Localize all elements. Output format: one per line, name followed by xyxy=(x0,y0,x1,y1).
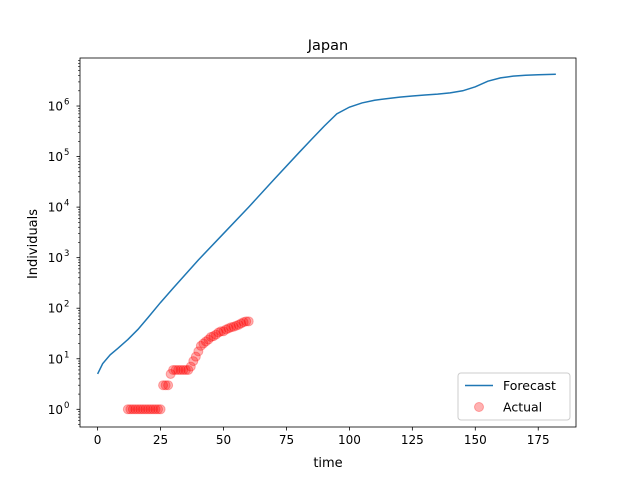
actual-data-point xyxy=(198,338,209,349)
actual-data-point xyxy=(208,331,219,342)
actual-data-point xyxy=(195,340,206,351)
actual-data-point xyxy=(168,364,179,375)
actual-data-point xyxy=(127,404,138,415)
x-tick-label: 150 xyxy=(464,433,487,447)
actual-data-point xyxy=(150,404,161,415)
y-tick-label: 10 xyxy=(48,302,63,316)
actual-data-point xyxy=(145,404,156,415)
y-tick-label: 10 xyxy=(48,352,63,366)
x-tick-label: 125 xyxy=(401,433,424,447)
actual-data-point xyxy=(218,326,229,337)
actual-data-point xyxy=(122,404,133,415)
legend-actual-swatch xyxy=(474,402,484,412)
actual-data-point xyxy=(238,317,249,328)
actual-data-point xyxy=(148,404,159,415)
actual-data-point xyxy=(193,346,204,357)
actual-data-point xyxy=(223,323,234,334)
actual-data-point xyxy=(213,327,224,338)
legend-label-forecast: Forecast xyxy=(503,378,556,393)
y-tick-label: 10 xyxy=(48,403,63,417)
actual-data-point xyxy=(130,404,141,415)
actual-data-point xyxy=(188,356,199,367)
actual-data-point xyxy=(236,318,247,329)
actual-data-point xyxy=(173,364,184,375)
legend: Forecast Actual xyxy=(457,372,571,421)
actual-data-point xyxy=(165,368,176,379)
y-tick-exponent: 3 xyxy=(64,249,69,259)
actual-data-point xyxy=(215,326,226,337)
y-tick-exponent: 4 xyxy=(64,199,69,209)
forecast-series-line xyxy=(96,73,556,375)
actual-data-point xyxy=(170,364,181,375)
chart-title: Japan xyxy=(307,38,348,54)
actual-data-point xyxy=(142,404,153,415)
y-tick-label: 10 xyxy=(48,100,63,114)
y-tick-label: 10 xyxy=(48,201,63,215)
actual-data-point xyxy=(203,334,214,345)
actual-data-point xyxy=(205,331,216,342)
legend-label-actual: Actual xyxy=(503,400,542,415)
x-tick-label: 100 xyxy=(338,433,361,447)
actual-data-point xyxy=(243,316,254,327)
actual-data-point xyxy=(233,319,244,330)
actual-data-point xyxy=(125,404,136,415)
actual-data-point xyxy=(200,336,211,347)
x-tick-label: 50 xyxy=(216,433,231,447)
y-axis-label: Individuals xyxy=(26,209,41,279)
actual-data-point xyxy=(158,380,169,391)
actual-data-point xyxy=(175,364,186,375)
actual-data-point xyxy=(160,380,171,391)
actual-data-point xyxy=(231,320,242,331)
actual-data-point xyxy=(132,404,143,415)
actual-data-point xyxy=(137,404,148,415)
actual-data-point xyxy=(185,361,196,372)
actual-data-point xyxy=(183,364,194,375)
x-tick-label: 0 xyxy=(94,433,102,447)
actual-data-point xyxy=(221,324,232,335)
actual-data-point xyxy=(226,322,237,333)
x-tick-label: 25 xyxy=(153,433,168,447)
actual-data-point xyxy=(210,329,221,340)
y-tick-exponent: 2 xyxy=(64,300,69,310)
actual-data-point xyxy=(228,321,239,332)
y-tick-label: 10 xyxy=(48,251,63,265)
actual-data-point xyxy=(190,351,201,362)
y-tick-exponent: 1 xyxy=(64,350,69,360)
y-tick-exponent: 0 xyxy=(64,401,69,411)
actual-data-point xyxy=(153,404,164,415)
x-tick-label: 75 xyxy=(279,433,294,447)
actual-data-point xyxy=(140,404,151,415)
y-tick-label: 10 xyxy=(48,150,63,164)
actual-data-point xyxy=(163,380,174,391)
actual-data-point xyxy=(178,364,189,375)
actual-data-point xyxy=(180,364,191,375)
actual-data-point xyxy=(155,404,166,415)
plot-area xyxy=(96,73,556,415)
actual-data-point xyxy=(135,404,146,415)
actual-data-point xyxy=(241,316,252,327)
y-tick-exponent: 5 xyxy=(64,148,69,158)
y-tick-exponent: 6 xyxy=(64,98,69,108)
x-axis-label: time xyxy=(313,456,342,471)
x-tick-label: 175 xyxy=(527,433,550,447)
